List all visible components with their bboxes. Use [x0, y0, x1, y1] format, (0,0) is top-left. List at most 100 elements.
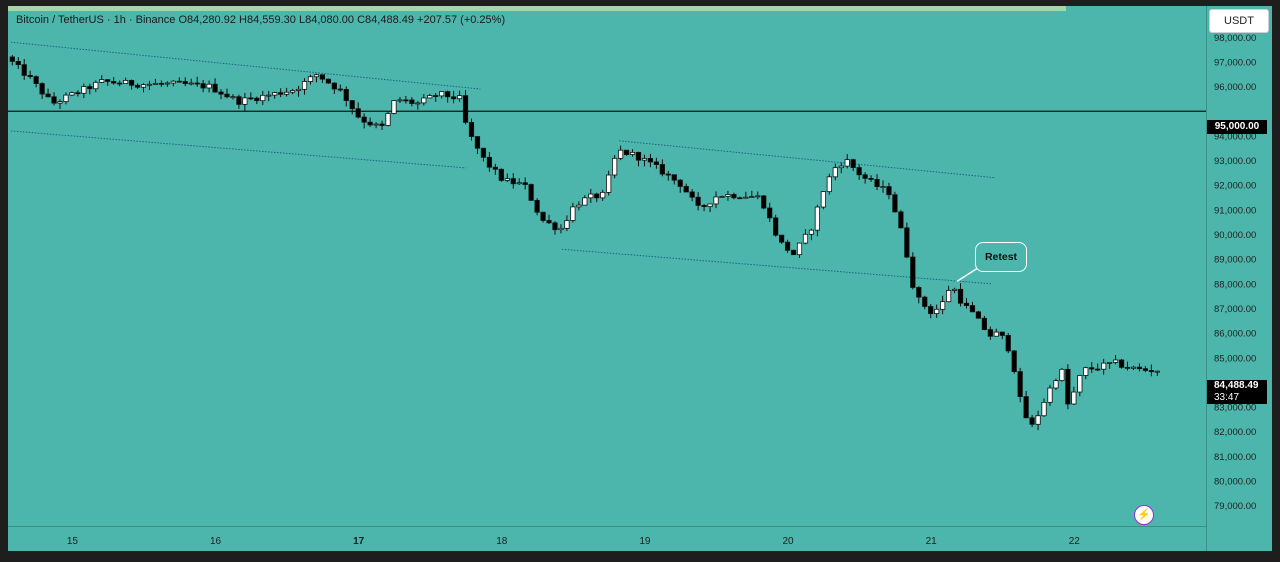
candle-down	[546, 220, 552, 224]
candle-down	[1124, 366, 1131, 369]
candle-up	[188, 82, 194, 85]
candle-down	[910, 256, 916, 288]
candle-down	[134, 84, 141, 88]
y-tick-label: 96,000.00	[1214, 82, 1256, 93]
candle-down	[248, 97, 254, 100]
candle-down	[176, 80, 182, 83]
candle-down	[647, 158, 654, 163]
candle-down	[254, 97, 260, 102]
candle-up	[57, 101, 63, 104]
candle-up	[289, 90, 296, 93]
candle-down	[522, 182, 528, 185]
candle-down	[856, 167, 862, 176]
x-tick-label: 16	[210, 536, 222, 547]
low-value: L84,080.00	[298, 14, 355, 26]
candle-down	[27, 74, 33, 78]
y-tick-label: 89,000.00	[1214, 255, 1256, 266]
candle-down	[784, 241, 791, 251]
candle-up	[516, 182, 522, 185]
chart-frame: 98,000.00 97,000.00 96,000.00 94,000.00 93,0…	[8, 6, 1272, 551]
time-scale[interactable]: 15 16 17 18 19 20 21 22	[8, 526, 1206, 551]
last-price-badge: 84,488.49 33:47	[1207, 380, 1267, 404]
candle-down	[767, 207, 773, 219]
candle-up	[99, 79, 105, 83]
candle-down	[957, 288, 964, 304]
candle-up	[93, 81, 99, 90]
change-value: +207.57 (+0.25%)	[417, 14, 506, 26]
candle-up	[427, 95, 433, 99]
candle-up	[755, 195, 761, 198]
candle-up	[558, 227, 564, 231]
candle-up	[266, 94, 272, 97]
candle-down	[594, 193, 600, 199]
candle-up	[69, 92, 75, 96]
lightning-icon[interactable]: ⚡	[1134, 505, 1154, 525]
upper-trend-line-2	[619, 140, 996, 179]
open-value: O84,280.92	[178, 14, 236, 26]
candles	[9, 55, 1160, 431]
candle-up	[1077, 375, 1083, 393]
retest-annotation[interactable]: Retest	[975, 242, 1027, 272]
upper-trend-line	[10, 41, 481, 90]
candle-down	[480, 147, 487, 158]
candle-up	[617, 149, 624, 159]
candle-up	[260, 94, 266, 102]
candle-up	[606, 174, 612, 193]
candle-down	[194, 82, 200, 85]
candle-up	[814, 206, 821, 231]
candle-down	[874, 179, 880, 188]
candle-down	[850, 159, 856, 168]
candle-up	[272, 92, 278, 96]
candle-up	[152, 82, 159, 85]
candle-up	[307, 76, 314, 82]
x-tick-label: 21	[926, 536, 938, 547]
y-tick-label: 85,000.00	[1214, 353, 1256, 364]
candlestick-plot[interactable]	[8, 6, 1206, 526]
candle-up	[940, 301, 946, 310]
candle-down	[534, 199, 540, 213]
symbol-name: Bitcoin / TetherUS · 1h · Binance	[16, 14, 176, 26]
candle-up	[385, 113, 391, 126]
y-tick-label: 98,000.00	[1214, 33, 1256, 44]
candle-up	[1083, 367, 1089, 376]
candle-up	[170, 80, 176, 84]
candle-down	[474, 136, 481, 149]
candle-down	[39, 83, 45, 95]
candle-down	[21, 64, 27, 76]
candle-down	[486, 156, 492, 168]
x-tick-label: 19	[639, 536, 651, 547]
candle-down	[409, 99, 415, 105]
candle-down	[987, 329, 993, 337]
candle-up	[946, 290, 952, 303]
y-tick-label: 80,000.00	[1214, 477, 1256, 488]
candle-down	[510, 178, 516, 185]
price-scale[interactable]: 98,000.00 97,000.00 96,000.00 94,000.00 93,0…	[1206, 6, 1272, 551]
candle-up	[373, 123, 379, 126]
candle-down	[1118, 359, 1125, 368]
candle-down	[892, 194, 898, 213]
candle-up	[284, 91, 290, 95]
candle-down	[117, 82, 123, 85]
candle-up	[206, 83, 212, 89]
symbol-legend: Bitcoin / TetherUS · 1h · Binance O84,28…	[16, 14, 505, 26]
candle-down	[331, 82, 337, 90]
candle-up	[1101, 362, 1107, 370]
candle-up	[796, 242, 803, 256]
y-tick-label: 82,000.00	[1214, 427, 1256, 438]
candle-down	[928, 306, 934, 314]
candle-up	[1059, 368, 1065, 381]
candle-down	[1065, 368, 1071, 405]
candle-down	[45, 93, 51, 98]
candle-down	[659, 164, 665, 175]
candle-up	[564, 220, 570, 229]
candle-down	[218, 91, 224, 95]
candle-up	[301, 81, 308, 90]
candle-down	[367, 121, 373, 126]
candle-down	[319, 74, 326, 80]
currency-button[interactable]: USDT	[1209, 9, 1269, 33]
candle-down	[9, 56, 15, 62]
y-tick-label: 93,000.00	[1214, 156, 1256, 167]
candle-down	[653, 161, 659, 165]
candle-down	[528, 184, 534, 201]
candle-up	[140, 84, 147, 88]
